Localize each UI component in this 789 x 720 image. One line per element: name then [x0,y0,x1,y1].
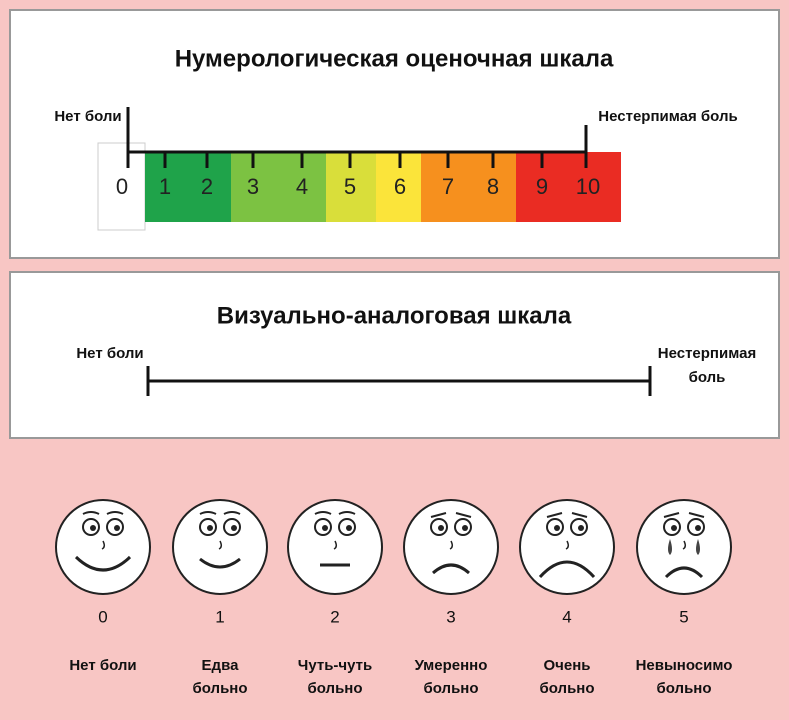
visual-right-label: боль [689,369,726,386]
pupil [207,525,213,531]
face-number: 2 [330,607,339,626]
mouth [74,555,132,572]
face-label: Едва [202,657,240,674]
face [287,499,383,595]
numeric-title: Нумерологическая оценочная шкала [175,45,614,72]
face-label: больно [423,680,478,697]
segment [516,152,621,222]
pupil [578,525,584,531]
brow [223,511,241,515]
pupil [90,525,96,531]
face-outline [403,499,499,595]
face-outline [172,499,268,595]
scale-number: 6 [394,174,406,199]
nose [333,540,338,550]
face-label: больно [539,680,594,697]
brow [688,512,705,518]
pupil [114,525,120,531]
face-label: Умеренно [415,657,488,674]
face [55,499,151,595]
face [403,499,499,595]
visual-panel [9,271,780,439]
scale-number: 4 [296,174,308,199]
mouth [199,557,241,569]
brow [430,512,447,518]
nose [449,540,454,550]
pupil [462,525,468,531]
face-number: 0 [98,607,107,626]
segment [145,152,231,222]
face-number: 5 [679,607,688,626]
nose [682,540,687,550]
brow [199,511,217,515]
pupil [438,525,444,531]
pupil [695,525,701,531]
visual-right-label: Нестерпимая [658,345,756,362]
face-label: Нет боли [69,657,136,674]
face-outline [287,499,383,595]
numeric-right-label: Нестерпимая боль [598,108,737,125]
visual-title: Визуально-аналоговая шкала [217,302,572,329]
scale-number: 9 [536,174,548,199]
brow [571,512,588,518]
scale-number: 7 [442,174,454,199]
face [636,499,732,595]
visual-left-label: Нет боли [76,345,143,362]
faces: 0 Нет боли 1 Едва больно 2 Чуть-чуть больно 3 Уме… [55,499,733,697]
scale-number: 10 [576,174,600,199]
nose [101,540,106,550]
face-label: Очень [544,657,591,674]
segment [231,152,326,222]
mouth [432,563,470,575]
pupil [322,525,328,531]
mouth [664,566,704,579]
brow [106,511,124,515]
segment [421,152,516,222]
face-outline [55,499,151,595]
scale-number: 8 [487,174,499,199]
scale-number: 1 [159,174,171,199]
tear [668,539,672,555]
face-label: больно [656,680,711,697]
nose [565,540,570,550]
brow [663,512,680,518]
brow [82,511,100,515]
brow [338,511,356,515]
face-label: больно [307,680,362,697]
zero-box [97,142,146,231]
brow [546,512,563,518]
scale-number: 5 [344,174,356,199]
mouth [538,560,596,579]
pupil [346,525,352,531]
scale-numbers: 0 1 2 3 4 5 6 7 8 9 10 [116,152,600,199]
pupil [554,525,560,531]
face-outline [519,499,615,595]
numeric-left-label: Нет боли [54,108,121,125]
face-outline [636,499,732,595]
scale-number: 3 [247,174,259,199]
face-label: больно [192,680,247,697]
tear [696,539,700,555]
pupil [671,525,677,531]
brow [314,511,332,515]
brow [455,512,472,518]
scale-number: 2 [201,174,213,199]
face-number: 4 [562,607,571,626]
face [519,499,615,595]
face-label: Невыносимо [636,657,733,674]
face-number: 3 [446,607,455,626]
face-number: 1 [215,607,224,626]
face-label: Чуть-чуть [298,657,372,674]
pupil [231,525,237,531]
face [172,499,268,595]
nose [218,540,223,550]
scale-number: 0 [116,174,128,199]
